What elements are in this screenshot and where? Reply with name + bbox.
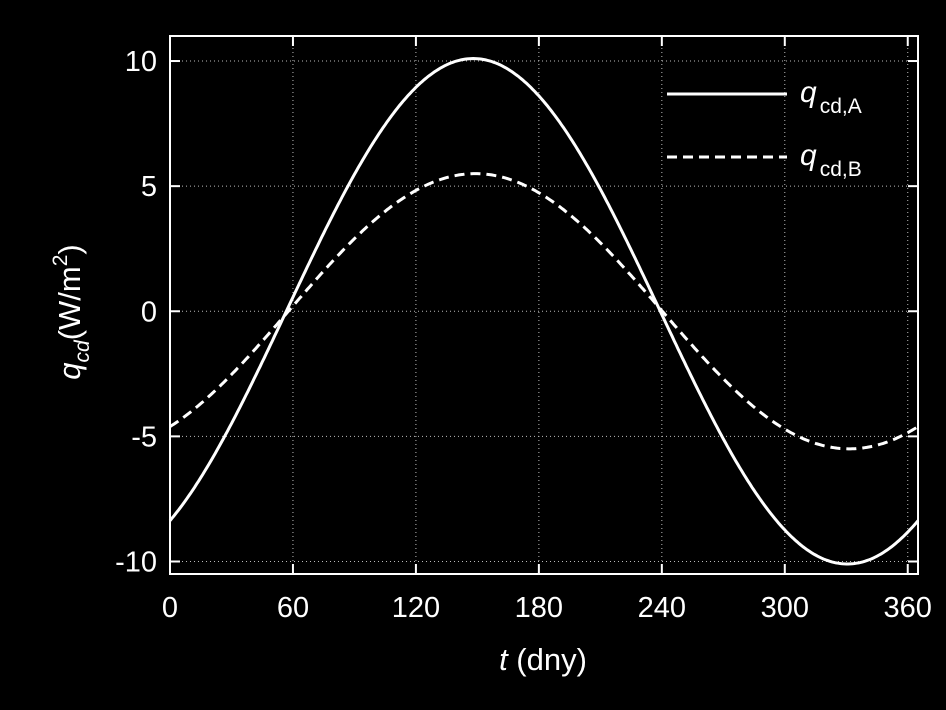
series-layer — [168, 56, 920, 566]
x-axis-symbol: t — [499, 642, 509, 677]
y-axis-subscript: cd — [71, 339, 94, 363]
y-tick-label: 5 — [141, 171, 157, 203]
y-tick-label: -5 — [131, 421, 157, 453]
plot-area-frame — [169, 35, 919, 575]
y-axis-unit: (W/m — [52, 266, 87, 340]
x-axis-unit: (dny) — [508, 642, 587, 677]
series-line-cd-b — [169, 172, 919, 451]
y-tick-label: 0 — [141, 296, 157, 328]
x-tick-label: 180 — [515, 592, 563, 624]
legend-label-qcd-a: q cd,A — [800, 76, 862, 118]
y-tick-label: -10 — [115, 546, 157, 578]
x-tick-label: 120 — [392, 592, 440, 624]
y-tick-label: 10 — [125, 46, 157, 78]
x-axis-label: t (dny) — [499, 642, 587, 677]
y-axis-unit-close: ) — [52, 244, 87, 254]
legend-label-qcd-b: q cd,B — [800, 139, 862, 181]
legend-subscript-a: cd,A — [820, 95, 862, 118]
x-tick-label: 60 — [277, 592, 309, 624]
axis-ticks: 0 60 120 180 240 300 360 -10 -5 0 5 10 — [115, 36, 932, 624]
series-line-cd-a — [168, 56, 920, 566]
grid — [169, 36, 918, 574]
legend-subscript-b: cd,B — [820, 158, 862, 181]
legend-symbol-a: q — [800, 76, 817, 109]
x-tick-label: 0 — [162, 592, 178, 624]
y-axis-symbol: q — [52, 362, 87, 380]
x-tick-label: 300 — [761, 592, 809, 624]
y-axis-unit-sup: 2 — [49, 255, 72, 267]
y-axis-label: qcd(W/m2) — [49, 244, 94, 379]
x-tick-label: 240 — [638, 592, 686, 624]
x-tick-label: 360 — [884, 592, 932, 624]
legend: q cd,A q cd,B — [667, 76, 862, 181]
legend-symbol-b: q — [800, 139, 817, 172]
